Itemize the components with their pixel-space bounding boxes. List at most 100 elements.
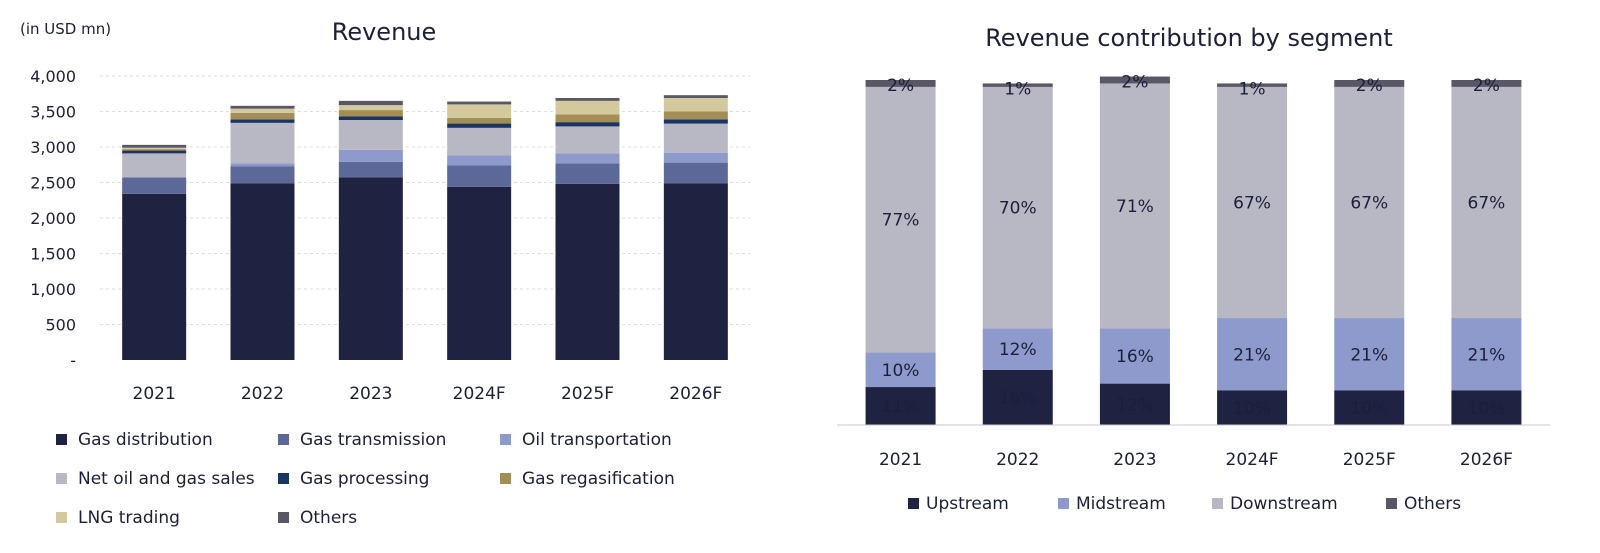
bar-midstream	[1451, 318, 1522, 391]
bar-net-oil-and-gas-sales	[122, 153, 187, 178]
y-tick-label: -	[70, 351, 76, 370]
data-label: 67%	[1350, 193, 1388, 213]
legend-item-net-oil-and-gas-sales: Net oil and gas sales	[56, 469, 255, 489]
data-label: 21%	[1350, 345, 1388, 365]
bar-gas-distribution	[122, 193, 187, 360]
data-label: 2%	[1121, 73, 1148, 93]
bar-net-oil-and-gas-sales	[663, 123, 728, 153]
bar-midstream	[982, 328, 1053, 370]
legend-label: Upstream	[926, 494, 1009, 514]
legend-label: Midstream	[1076, 494, 1166, 514]
bar-oil-transportation	[447, 155, 512, 166]
bar-others	[1451, 80, 1522, 87]
bar-gas-transmission	[447, 165, 512, 187]
bar-net-oil-and-gas-sales	[447, 127, 512, 156]
legend-label: Others	[1404, 494, 1461, 514]
bar-others	[663, 95, 728, 99]
bar-midstream	[1217, 318, 1288, 391]
data-label: 2%	[887, 76, 914, 96]
revenue-chart: (in USD mn) Revenue - 500 1,000 1,500 2,000 2…	[20, 18, 750, 528]
bar-lng-trading	[663, 98, 728, 112]
legend-swatch	[1386, 498, 1397, 509]
bar-net-oil-and-gas-sales	[338, 120, 403, 150]
data-label: 12%	[1116, 395, 1154, 415]
legend-label: Downstream	[1230, 494, 1338, 514]
legend-item-lng-trading: LNG trading	[56, 508, 180, 528]
bar-lng-trading	[122, 147, 187, 150]
legend-swatch	[500, 434, 511, 445]
bar-lng-trading	[338, 105, 403, 111]
bar-gas-transmission	[663, 162, 728, 184]
bar-oil-transportation	[663, 152, 728, 163]
data-label: 10%	[1468, 399, 1506, 419]
bar-downstream	[1099, 83, 1170, 329]
bar-gas-processing	[122, 150, 187, 154]
bar-net-oil-and-gas-sales	[230, 122, 295, 164]
bar-gas-distribution	[555, 183, 620, 360]
chart-title: Revenue contribution by segment	[985, 24, 1393, 52]
bar-midstream	[1099, 328, 1170, 384]
data-label: 2%	[1473, 76, 1500, 96]
data-label: 11%	[882, 397, 920, 417]
bar-upstream	[1334, 390, 1405, 425]
bar-downstream	[1334, 86, 1405, 319]
data-label: 12%	[999, 340, 1037, 360]
x-category-label: 2023	[1113, 450, 1156, 470]
bar-downstream	[865, 86, 936, 353]
legend-item-midstream: Midstream	[1058, 494, 1166, 514]
bar-downstream	[1451, 86, 1522, 319]
bar-downstream	[982, 86, 1053, 329]
legend-swatch	[56, 512, 67, 523]
bar-lng-trading	[555, 100, 620, 115]
x-category-label: 2024F	[453, 384, 506, 404]
legend-item-gas-regasification: Gas regasification	[500, 469, 675, 489]
x-category-label: 2026F	[669, 384, 722, 404]
legend-item-downstream: Downstream	[1212, 494, 1338, 514]
legend-swatch	[56, 473, 67, 484]
bar-gas-transmission	[122, 177, 187, 194]
bar-upstream	[1099, 383, 1170, 425]
bar-midstream	[1334, 318, 1405, 391]
chart-title: Revenue	[332, 18, 437, 46]
bar-others	[1334, 80, 1405, 87]
bar-gas-regasification	[122, 149, 187, 151]
x-category-label: 2024F	[1226, 450, 1279, 470]
bar-upstream	[865, 387, 936, 425]
bar-gas-transmission	[555, 163, 620, 184]
data-label: 16%	[999, 388, 1037, 408]
data-label: 1%	[1239, 79, 1266, 99]
legend-item-gas-processing: Gas processing	[278, 469, 429, 489]
bar-others	[122, 144, 187, 148]
bar-gas-processing	[555, 122, 620, 127]
data-label: 10%	[1350, 399, 1388, 419]
bar-gas-processing	[447, 123, 512, 128]
bar-downstream	[1217, 86, 1288, 319]
segment-share-chart: Revenue contribution by segment 11% 10% 77…	[837, 24, 1550, 514]
y-tick-label: 3,500	[30, 103, 76, 122]
data-label: 21%	[1468, 345, 1506, 365]
data-label: 71%	[1116, 197, 1154, 217]
bar-net-oil-and-gas-sales	[555, 126, 620, 154]
legend-label: LNG trading	[78, 508, 180, 528]
x-category-label: 2025F	[1343, 450, 1396, 470]
bar-others	[865, 80, 936, 87]
bar-others	[230, 105, 295, 109]
data-label: 10%	[882, 361, 920, 381]
bar-gas-regasification	[447, 117, 512, 124]
bar-others	[447, 101, 512, 105]
bar-lng-trading	[230, 108, 295, 113]
y-tick-label: 4,000	[30, 67, 76, 86]
x-category-label: 2021	[133, 384, 176, 404]
bar-others	[982, 83, 1053, 87]
unit-label: (in USD mn)	[20, 20, 111, 38]
bar-gas-processing	[230, 119, 295, 123]
y-tick-label: 3,000	[30, 138, 76, 157]
legend-swatch	[1212, 498, 1223, 509]
legend-swatch	[278, 473, 289, 484]
bar-gas-regasification	[663, 111, 728, 120]
bar-others	[1217, 83, 1288, 87]
legend-label: Oil transportation	[522, 430, 672, 450]
bar-gas-regasification	[230, 112, 295, 120]
bar-oil-transportation	[555, 153, 620, 164]
